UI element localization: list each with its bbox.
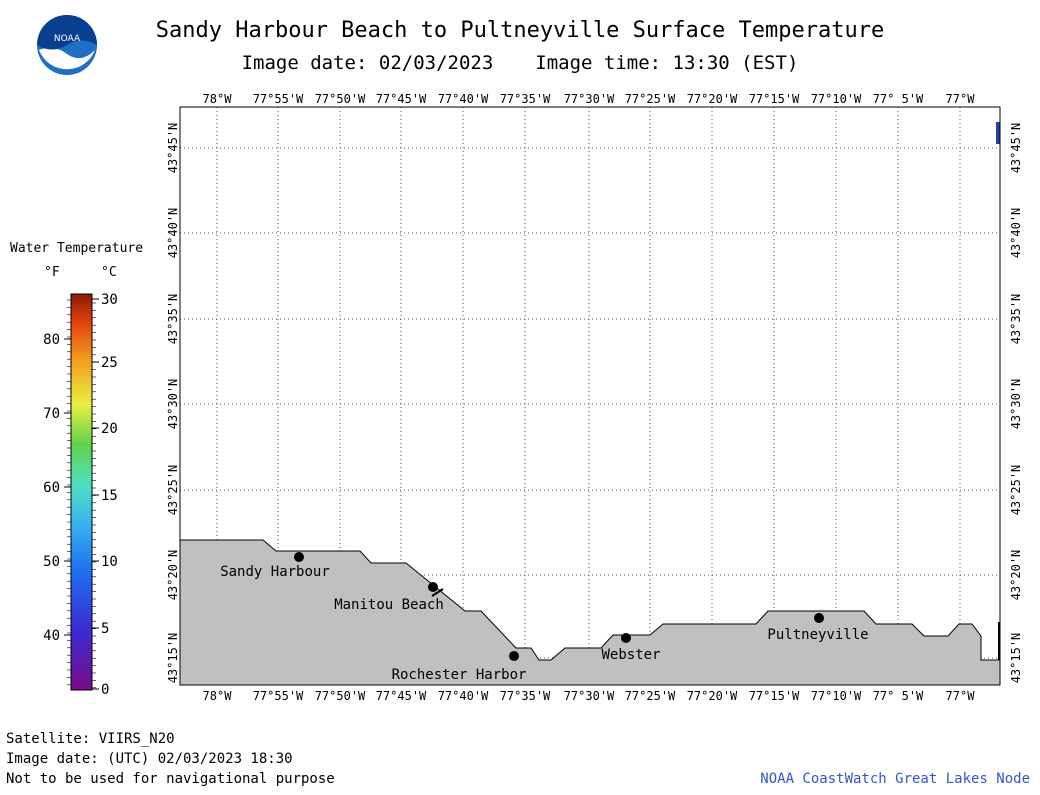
legend-tick-f: 40 — [43, 628, 60, 644]
noaa-logo: NOAA — [37, 15, 97, 75]
map-frame — [179, 106, 1001, 686]
lat-label-right: 43°15'N — [1009, 633, 1023, 684]
legend-tick-c: 15 — [101, 488, 118, 504]
lon-label-bottom: 77° 5'W — [873, 689, 924, 703]
legend-tick-c: 30 — [101, 292, 118, 308]
navigation-disclaimer: Not to be used for navigational purpose — [6, 771, 335, 787]
lat-label-right: 43°25'N — [1009, 465, 1023, 516]
lon-label-top: 77°55'W — [253, 92, 304, 106]
lon-label-bottom: 77°W — [946, 689, 976, 703]
lat-label-left: 43°20'N — [166, 550, 180, 601]
legend-tick-c: 5 — [101, 621, 109, 637]
lat-label-right: 43°35'N — [1009, 294, 1023, 345]
place-marker — [621, 633, 631, 643]
legend-tick-f: 70 — [43, 406, 60, 422]
noaa-logo-text: NOAA — [54, 34, 81, 44]
legend-colorbar — [70, 293, 93, 691]
legend-title: Water Temperature — [10, 241, 144, 256]
lon-label-bottom: 77°55'W — [253, 689, 304, 703]
legend-tick-c: 20 — [101, 421, 118, 437]
lon-label-bottom: 77°15'W — [749, 689, 800, 703]
lat-label-left: 43°35'N — [166, 294, 180, 345]
lon-label-top: 77°20'W — [687, 92, 738, 106]
image-datetime: Image date: 02/03/2023 Image time: 13:30 … — [0, 52, 1040, 74]
place-marker — [294, 552, 304, 562]
lon-label-top: 77°15'W — [749, 92, 800, 106]
lon-label-bottom: 77°10'W — [811, 689, 862, 703]
lon-label-bottom: 77°25'W — [625, 689, 676, 703]
place-label: Rochester Harbor — [392, 667, 527, 683]
land-area — [179, 539, 1001, 686]
lon-label-bottom: 78°W — [203, 689, 233, 703]
satellite-info: Satellite: VIIRS_N20 — [6, 731, 175, 747]
place-marker — [509, 651, 519, 661]
place-label: Sandy Harbour — [220, 564, 330, 580]
legend-unit-c: °C — [101, 265, 117, 280]
legend-tick-c: 10 — [101, 554, 118, 570]
lon-label-bottom: 77°20'W — [687, 689, 738, 703]
legend-tick-c: 25 — [101, 355, 118, 371]
lon-label-top: 77°W — [946, 92, 976, 106]
place-label: Manitou Beach — [334, 597, 444, 613]
lon-label-top: 77°50'W — [315, 92, 366, 106]
lat-label-left: 43°40'N — [166, 208, 180, 259]
lat-label-left: 43°25'N — [166, 465, 180, 516]
image-date: Image date: 02/03/2023 — [241, 52, 494, 74]
lon-label-top: 77°40'W — [438, 92, 489, 106]
lat-label-right: 43°20'N — [1009, 550, 1023, 601]
lon-label-bottom: 77°45'W — [376, 689, 427, 703]
lon-label-top: 78°W — [203, 92, 233, 106]
lat-label-right: 43°40'N — [1009, 208, 1023, 259]
legend-tick-f: 80 — [43, 332, 60, 348]
legend-unit-f: °F — [44, 265, 60, 280]
lat-label-left: 43°15'N — [166, 633, 180, 684]
lon-label-bottom: 77°50'W — [315, 689, 366, 703]
page-title: Sandy Harbour Beach to Pultneyville Surf… — [155, 18, 885, 43]
legend-tick-c: 0 — [101, 682, 109, 698]
lat-label-right: 43°30'N — [1009, 379, 1023, 430]
place-marker — [428, 582, 438, 592]
lat-label-right: 43°45'N — [1009, 123, 1023, 174]
lon-label-bottom: 77°35'W — [500, 689, 551, 703]
lon-label-bottom: 77°30'W — [564, 689, 615, 703]
place-label: Webster — [601, 647, 660, 663]
image-time: Image time: 13:30 (EST) — [535, 52, 799, 74]
lon-label-bottom: 77°40'W — [438, 689, 489, 703]
credit-text: NOAA CoastWatch Great Lakes Node — [760, 771, 1030, 787]
lon-label-top: 77°45'W — [376, 92, 427, 106]
lon-label-top: 77°30'W — [564, 92, 615, 106]
lon-label-top: 77° 5'W — [873, 92, 924, 106]
lat-label-left: 43°30'N — [166, 379, 180, 430]
lon-label-top: 77°25'W — [625, 92, 676, 106]
legend-tick-f: 50 — [43, 554, 60, 570]
place-marker — [814, 613, 824, 623]
legend-tick-f: 60 — [43, 480, 60, 496]
lon-label-top: 77°35'W — [500, 92, 551, 106]
utc-image-date: Image date: (UTC) 02/03/2023 18:30 — [6, 751, 293, 767]
place-label: Pultneyville — [767, 627, 868, 643]
lat-label-left: 43°45'N — [166, 123, 180, 174]
lon-label-top: 77°10'W — [811, 92, 862, 106]
